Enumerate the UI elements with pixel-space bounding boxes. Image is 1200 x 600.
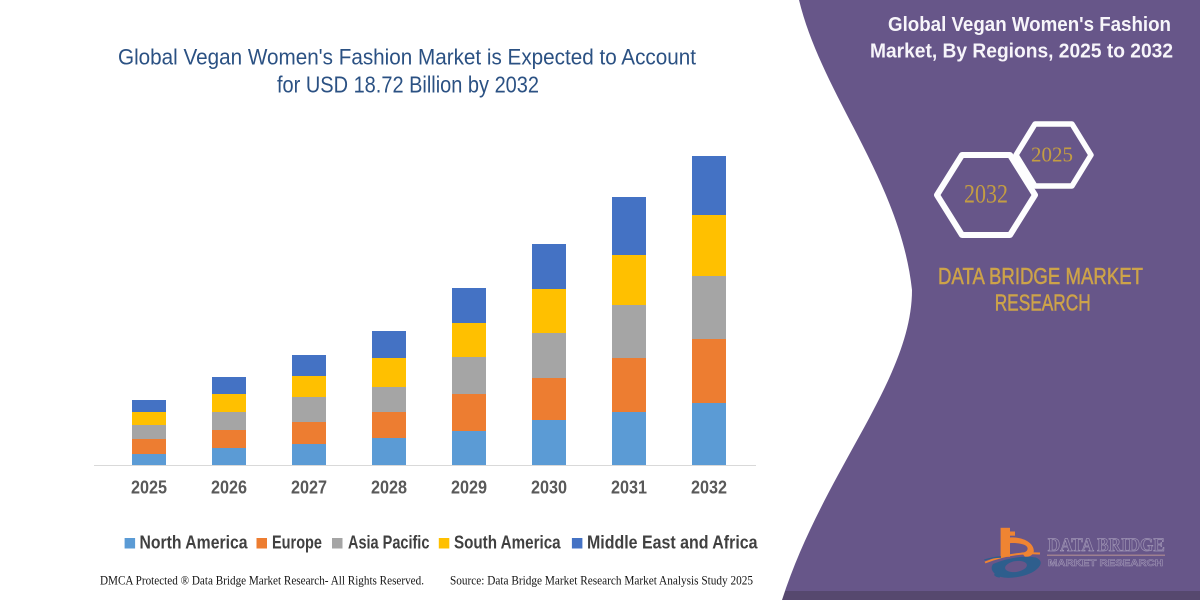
svg-text:DATA BRIDGE: DATA BRIDGE: [1048, 535, 1165, 556]
svg-text:North America: North America: [140, 533, 249, 553]
svg-text:2031: 2031: [611, 478, 647, 498]
svg-text:2029: 2029: [451, 478, 487, 498]
svg-text:Middle East and Africa: Middle East and Africa: [587, 533, 758, 553]
svg-text:2025: 2025: [1031, 143, 1073, 167]
svg-text:Market, By Regions, 2025 to 20: Market, By Regions, 2025 to 2032: [870, 41, 1173, 63]
svg-text:RESEARCH: RESEARCH: [995, 290, 1091, 316]
svg-text:Asia Pacific: Asia Pacific: [348, 533, 429, 553]
svg-text:DATA BRIDGE MARKET: DATA BRIDGE MARKET: [938, 263, 1143, 289]
svg-text:2026: 2026: [211, 478, 247, 498]
svg-text:DMCA Protected ® Data Bridge M: DMCA Protected ® Data Bridge Market Rese…: [100, 574, 424, 588]
svg-text:MARKET RESEARCH: MARKET RESEARCH: [1048, 558, 1163, 569]
svg-text:South America: South America: [454, 533, 561, 553]
svg-text:Global Vegan Women's Fashion M: Global Vegan Women's Fashion Market is E…: [118, 45, 696, 70]
svg-text:2030: 2030: [531, 478, 567, 498]
svg-text:2025: 2025: [131, 478, 167, 498]
svg-text:Europe: Europe: [272, 533, 322, 553]
svg-text:2032: 2032: [964, 180, 1008, 209]
svg-text:for USD 18.72 Billion by 2032: for USD 18.72 Billion by 2032: [277, 72, 539, 98]
svg-text:Global Vegan Women's Fashion: Global Vegan Women's Fashion: [888, 14, 1171, 36]
svg-text:2027: 2027: [291, 478, 327, 498]
svg-text:Source: Data Bridge Market Res: Source: Data Bridge Market Research Mark…: [450, 574, 753, 588]
svg-text:2032: 2032: [691, 478, 727, 498]
svg-text:2028: 2028: [371, 478, 407, 498]
